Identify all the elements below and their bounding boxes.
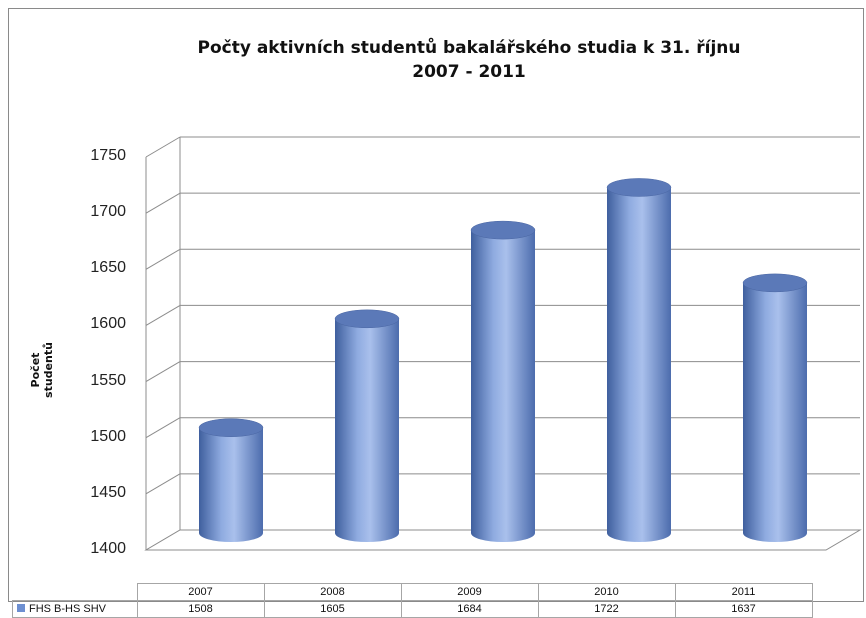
data-table-value-row: FHS B-HS SHV 1508 1605 1684 1722 1637 bbox=[12, 600, 813, 618]
bars bbox=[198, 178, 808, 542]
chart-title: Počty aktivních studentů bakalářského st… bbox=[197, 38, 741, 58]
data-label: 1684 bbox=[400, 600, 539, 618]
bar-top bbox=[742, 273, 808, 293]
legend-swatch bbox=[17, 604, 25, 612]
legend-entry: FHS B-HS SHV bbox=[12, 600, 138, 618]
gridline-side bbox=[145, 417, 181, 439]
bar-top bbox=[606, 178, 672, 197]
category-label: 2010 bbox=[537, 583, 676, 601]
bar-body bbox=[743, 282, 807, 542]
y-tick-label: 1600 bbox=[90, 315, 126, 333]
data-table-corner bbox=[12, 583, 138, 601]
gridline-side bbox=[145, 136, 181, 158]
y-tick-label: 1550 bbox=[90, 371, 126, 389]
gridline-side bbox=[145, 473, 181, 495]
category-label: 2011 bbox=[674, 583, 813, 601]
y-tick-label: 1650 bbox=[90, 259, 126, 277]
bar-body bbox=[199, 427, 263, 542]
bar-body bbox=[471, 230, 535, 542]
bar bbox=[742, 273, 808, 542]
gridline-side bbox=[145, 192, 181, 214]
y-tick-label: 1500 bbox=[90, 427, 126, 445]
data-table-header-row: 2007 2008 2009 2010 2011 bbox=[12, 583, 813, 601]
data-label: 1605 bbox=[263, 600, 402, 618]
bar-top bbox=[470, 220, 536, 240]
bar-body bbox=[335, 318, 399, 542]
bar bbox=[334, 309, 400, 542]
chart-subtitle: 2007 - 2011 bbox=[412, 62, 526, 82]
gridline-side bbox=[145, 304, 181, 326]
gridline-side bbox=[145, 361, 181, 383]
gridline-side bbox=[145, 248, 181, 270]
bar bbox=[606, 178, 672, 542]
y-tick-label: 1450 bbox=[90, 483, 126, 501]
category-label: 2007 bbox=[136, 583, 265, 601]
data-table: 2007 2008 2009 2010 2011 FHS B-HS SHV 15… bbox=[12, 583, 813, 618]
bar-top bbox=[198, 418, 264, 437]
category-label: 2008 bbox=[263, 583, 402, 601]
bar bbox=[198, 418, 264, 542]
plot-area bbox=[144, 136, 862, 551]
y-tick-label: 1750 bbox=[90, 147, 126, 164]
series-name: FHS B-HS SHV bbox=[29, 603, 107, 615]
bar-body bbox=[607, 187, 671, 542]
data-label: 1637 bbox=[674, 600, 813, 618]
data-label: 1722 bbox=[537, 600, 676, 618]
data-label: 1508 bbox=[136, 600, 265, 618]
bar-top bbox=[334, 309, 400, 329]
y-tick-label: 1700 bbox=[90, 203, 126, 221]
y-tick-label: 1400 bbox=[90, 540, 126, 557]
category-label: 2009 bbox=[400, 583, 539, 601]
bar bbox=[470, 220, 536, 542]
